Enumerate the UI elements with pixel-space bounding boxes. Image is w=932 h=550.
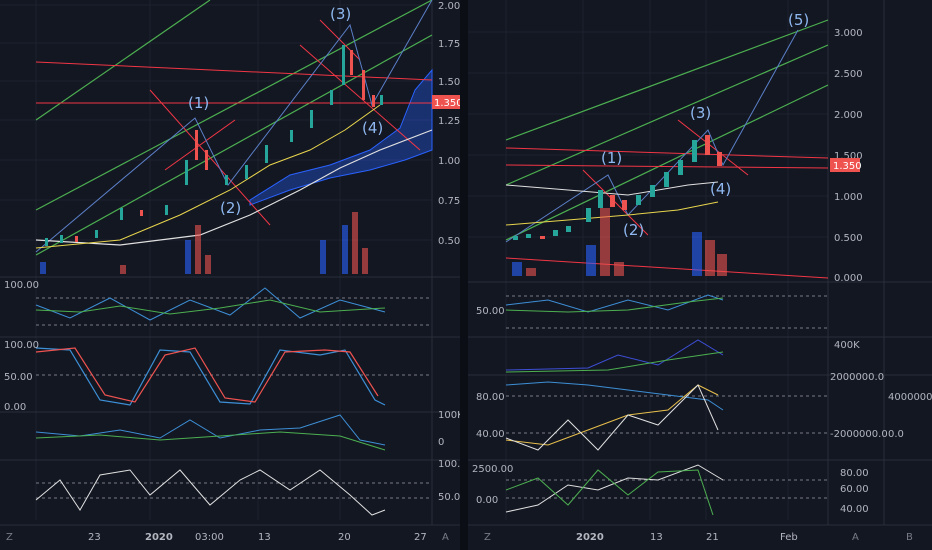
panel-divider[interactable] xyxy=(460,0,468,550)
left-wave-1-label: (1) xyxy=(188,94,209,112)
left-candles xyxy=(45,45,383,246)
left-wave-2-label: (2) xyxy=(220,199,241,217)
left-osc3-tick: 100K xyxy=(438,410,460,421)
left-oscillator-1: 100.00 xyxy=(4,280,432,326)
left-osc4-tick: 50.00 xyxy=(438,492,460,503)
right-osc4-tick: 40.00 xyxy=(840,504,869,515)
left-oscillator-4: 100.00 50.00 xyxy=(35,459,460,516)
left-osc2-tick: 0.00 xyxy=(4,402,26,413)
right-osc4-tick: 0.00 xyxy=(476,495,498,506)
right-chart-canvas[interactable]: (1) (2) (3) (4) (5) 3.000 2.500 2.000 1.… xyxy=(468,0,932,550)
right-osc3-tick: 0.0 xyxy=(888,429,904,440)
left-time-axis[interactable]: 23 2020 03:00 13 20 27 xyxy=(88,532,427,543)
left-pane-separators xyxy=(0,0,460,526)
right-pane-separators xyxy=(468,0,932,526)
right-time-axis[interactable]: 2020 13 21 Feb xyxy=(576,532,798,543)
right-oscillator-2: 400K xyxy=(505,339,860,373)
right-osc4-tick: 2500.00 xyxy=(472,464,513,475)
right-price-tick: 0.000 xyxy=(834,273,863,284)
right-oscillator-3: 80.00 40.00 2000000.0 -2000000.0 4000000… xyxy=(476,372,932,451)
left-chart-panel[interactable]: (1) (2) (3) (4) 2.000 1.750 1.500 1.250 … xyxy=(0,0,460,550)
right-ma-white xyxy=(505,181,719,196)
left-price-tick: 1.500 xyxy=(438,77,460,88)
right-price-axis[interactable]: 3.000 2.500 2.000 1.500 1.000 0.500 0.00… xyxy=(834,28,863,284)
left-elliott-path xyxy=(35,0,433,253)
left-time-tick: 13 xyxy=(258,532,271,543)
left-time-tick: 27 xyxy=(414,532,427,543)
left-volume-bars xyxy=(40,212,368,274)
right-osc3-tick: 40.00 xyxy=(476,429,505,440)
right-auto-scale-button[interactable]: A xyxy=(852,532,859,543)
right-zoom-corner-button[interactable]: Z xyxy=(484,532,491,543)
left-wave-4-label: (4) xyxy=(362,119,383,137)
right-price-tick: 3.000 xyxy=(834,28,863,39)
left-price-tick: 1.250 xyxy=(438,116,460,127)
left-price-tick: 0.500 xyxy=(438,236,460,247)
left-osc3-tick: 0 xyxy=(438,437,444,448)
right-osc3-tick: 80.00 xyxy=(476,392,505,403)
right-red-lines xyxy=(505,119,829,279)
left-price-tick: 2.000 xyxy=(438,1,460,12)
left-auto-scale-button[interactable]: A xyxy=(442,532,449,543)
right-volume-bars xyxy=(512,208,727,276)
right-wave-4-label: (4) xyxy=(710,180,731,198)
right-last-price-tag: 1.350 xyxy=(830,158,862,172)
left-red-lines xyxy=(35,19,433,226)
right-osc3-tick: 4000000.0 xyxy=(888,392,932,403)
right-price-tick: 2.500 xyxy=(834,69,863,80)
left-price-tick: 0.750 xyxy=(438,196,460,207)
right-wave-5-label: (5) xyxy=(788,11,809,29)
left-wave-3-label: (3) xyxy=(330,5,351,23)
right-price-tick: 1.000 xyxy=(834,192,863,203)
left-time-tick: 23 xyxy=(88,532,101,543)
right-second-scale-button[interactable]: B xyxy=(906,532,913,543)
right-oscillator-1: 50.00 xyxy=(476,294,828,329)
right-osc3-tick: -2000000.0 xyxy=(830,429,888,440)
right-time-tick: 2020 xyxy=(576,532,604,543)
right-time-tick: Feb xyxy=(780,532,798,543)
right-wave-2-label: (2) xyxy=(623,221,644,239)
right-time-tick: 21 xyxy=(706,532,719,543)
left-time-tick: 20 xyxy=(338,532,351,543)
left-ma-white xyxy=(35,129,433,246)
left-osc4-tick: 100.00 xyxy=(438,459,460,470)
right-wave-3-label: (3) xyxy=(690,104,711,122)
left-ma-yellow xyxy=(35,104,381,249)
left-price-tick: 1.000 xyxy=(438,156,460,167)
left-osc2-tick: 100.00 xyxy=(4,340,39,351)
right-elliott-path xyxy=(505,29,799,243)
left-osc2-tick: 50.00 xyxy=(4,372,33,383)
left-price-axis[interactable]: 2.000 1.750 1.500 1.250 1.000 0.750 0.50… xyxy=(438,1,460,247)
right-osc4-tick: 60.00 xyxy=(840,484,869,495)
right-osc1-tick: 50.00 xyxy=(476,306,505,317)
right-oscillator-4: 2500.00 0.00 80.00 60.00 40.00 xyxy=(472,464,869,516)
right-price-tick: 0.500 xyxy=(834,233,863,244)
left-ichimoku-cloud xyxy=(249,68,433,206)
right-time-tick: 13 xyxy=(650,532,663,543)
left-oscillator-2: 100.00 50.00 0.00 xyxy=(4,340,432,413)
right-osc2-tick: 400K xyxy=(834,340,860,351)
right-candles xyxy=(513,135,722,240)
right-last-price: 1.350 xyxy=(833,161,862,172)
right-osc3-tick: 2000000.0 xyxy=(830,372,884,383)
right-ma-yellow xyxy=(505,201,719,226)
left-time-tick: 2020 xyxy=(145,532,173,543)
left-oscillator-3: 100K 0 xyxy=(35,410,460,451)
left-osc1-tick: 100.00 xyxy=(4,280,39,291)
right-osc4-tick: 80.00 xyxy=(840,468,869,479)
right-price-tick: 2.000 xyxy=(834,110,863,121)
right-wave-1-label: (1) xyxy=(601,149,622,167)
left-time-tick: 03:00 xyxy=(195,532,224,543)
left-last-price: 1.350 xyxy=(434,98,460,109)
left-chart-canvas[interactable]: (1) (2) (3) (4) 2.000 1.750 1.500 1.250 … xyxy=(0,0,460,550)
right-price-tick: 1.500 xyxy=(834,151,863,162)
right-green-channel xyxy=(505,19,829,241)
left-last-price-tag: 1.350 xyxy=(432,95,460,109)
left-zoom-corner-button[interactable]: Z xyxy=(6,532,13,543)
left-price-tick: 1.750 xyxy=(438,39,460,50)
right-chart-panel[interactable]: (1) (2) (3) (4) (5) 3.000 2.500 2.000 1.… xyxy=(468,0,932,550)
left-green-channel xyxy=(35,0,433,256)
